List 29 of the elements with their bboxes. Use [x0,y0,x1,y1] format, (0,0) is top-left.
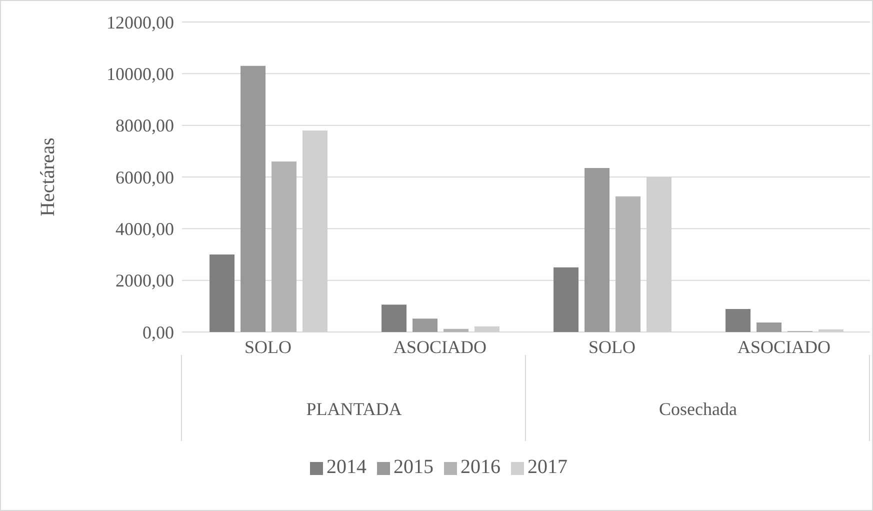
bar [382,304,407,332]
bar [412,318,438,332]
bar [726,309,751,332]
text: PLANTADA [305,399,403,420]
y-tick-label: 12000,00 [106,12,174,32]
legend-label: 2015 [394,456,434,478]
x-tick-label: SOLO [588,336,636,357]
legend-label: 2017 [528,456,568,478]
legend-label: 2016 [460,456,500,478]
text: Cosechada [658,399,738,420]
x-tick-label: SOLO [244,336,292,357]
y-tick-label: 4000,00 [116,219,174,240]
bar [444,328,469,332]
bar [584,168,610,332]
legend-label: 2014 [326,456,366,478]
bar [616,196,641,332]
y-tick-label: 8000,00 [116,116,174,136]
y-tick-label: 6000,00 [116,167,174,188]
y-axis-title: Hectáreas [37,137,60,216]
bar [240,66,266,332]
bar [554,267,579,332]
bar [210,254,235,332]
y-tick-label: 2000,00 [116,270,174,291]
x-tick-label: ASOCIADO [393,336,487,357]
y-tick-label: 0,00 [142,322,174,342]
bar [272,162,297,332]
bar [756,322,782,332]
y-tick-label: 10000,00 [106,64,174,84]
x-tick-label: ASOCIADO [737,336,831,357]
